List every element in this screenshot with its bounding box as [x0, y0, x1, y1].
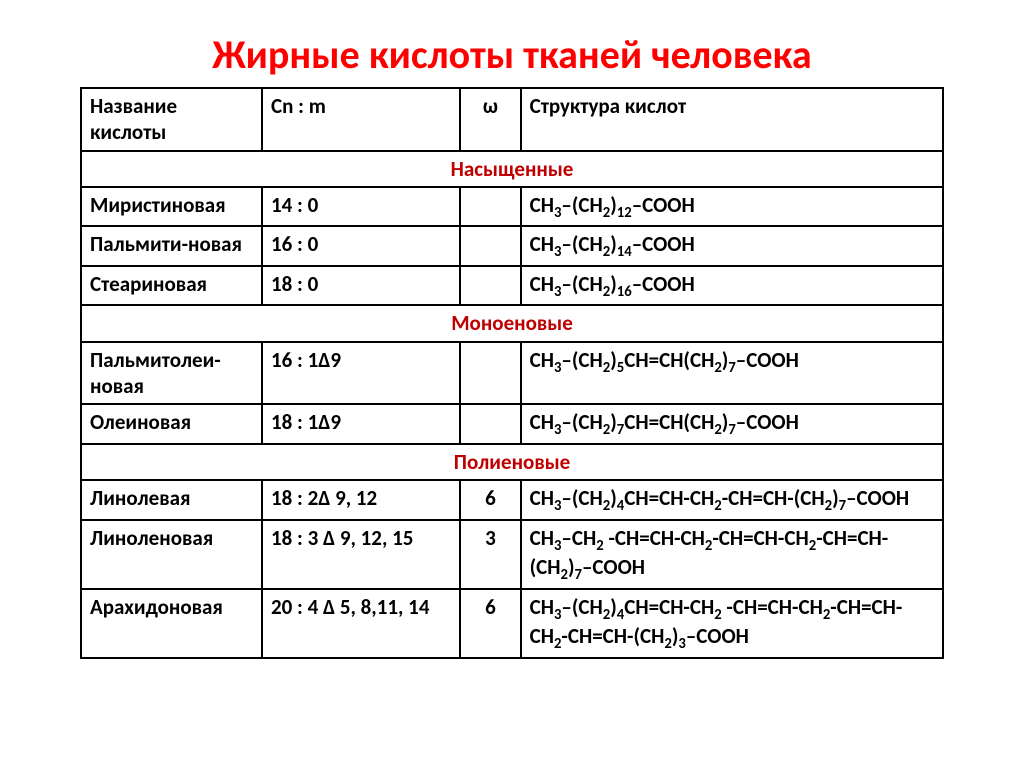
cell-cnm: 16 : 0 — [262, 226, 460, 266]
cell-omega: 3 — [460, 520, 520, 589]
table-header-row: Название кислотыCn : mωСтруктура кислот — [81, 88, 943, 151]
table-body: Название кислотыCn : mωСтруктура кислотН… — [81, 88, 943, 658]
cell-structure: CH3–(CH2)12–COOH — [521, 187, 943, 227]
page: Жирные кислоты тканей человека Название … — [0, 0, 1024, 768]
table-row: Олеиновая18 : 1Δ9 CH3–(CH2)7CH=CH(CH2)7–C… — [81, 404, 943, 444]
cell-name: Линолевая — [81, 480, 262, 520]
cell-omega — [460, 342, 520, 405]
cell-cnm: 18 : 3 Δ 9, 12, 15 — [262, 520, 460, 589]
cell-cnm: 18 : 0 — [262, 266, 460, 306]
cell-cnm: 18 : 1Δ9 — [262, 404, 460, 444]
cell-name: Миристиновая — [81, 187, 262, 227]
cell-omega — [460, 404, 520, 444]
header-cnm: Cn : m — [262, 88, 460, 151]
section-row: Насыщенные — [81, 151, 943, 187]
cell-name: Стеариновая — [81, 266, 262, 306]
table-row: Пальмитолеи-новая16 : 1Δ9 CH3–(CH2)5CH=CH… — [81, 342, 943, 405]
header-omega: ω — [460, 88, 520, 151]
table-row: Линолевая18 : 2Δ 9, 126CH3–(CH2)4CH=CH-C… — [81, 480, 943, 520]
cell-structure: CH3–(CH2)16–COOH — [521, 266, 943, 306]
cell-omega — [460, 187, 520, 227]
cell-cnm: 20 : 4 Δ 5, 8,11, 14 — [262, 589, 460, 658]
cell-structure: CH3–(CH2)5CH=CH(CH2)7–COOH — [521, 342, 943, 405]
cell-structure: CH3–(CH2)4CH=CH-CH2-CH=CH-(CH2)7–COOH — [521, 480, 943, 520]
cell-omega — [460, 226, 520, 266]
cell-name: Олеиновая — [81, 404, 262, 444]
cell-structure: CH3–(CH2)4CH=CH-CH2 -CH=CH-CH2-CH=CH-CH2… — [521, 589, 943, 658]
section-label: Полиеновые — [81, 444, 943, 480]
cell-name: Линоленовая — [81, 520, 262, 589]
cell-structure: CH3–(CH2)14–COOH — [521, 226, 943, 266]
section-label: Моноеновые — [81, 305, 943, 341]
section-label: Насыщенные — [81, 151, 943, 187]
cell-omega — [460, 266, 520, 306]
cell-cnm: 16 : 1Δ9 — [262, 342, 460, 405]
cell-cnm: 18 : 2Δ 9, 12 — [262, 480, 460, 520]
page-title: Жирные кислоты тканей человека — [80, 30, 944, 79]
header-structure: Структура кислот — [521, 88, 943, 151]
section-row: Моноеновые — [81, 305, 943, 341]
table-row: Арахидоновая20 : 4 Δ 5, 8,11, 146CH3–(CH… — [81, 589, 943, 658]
cell-name: Пальмитолеи-новая — [81, 342, 262, 405]
section-row: Полиеновые — [81, 444, 943, 480]
cell-structure: CH3–(CH2)7CH=CH(CH2)7–COOH — [521, 404, 943, 444]
header-name: Название кислоты — [81, 88, 262, 151]
cell-name: Пальмити-новая — [81, 226, 262, 266]
cell-structure: CH3–CH2 -CH=CH-CH2-CH=CH-CH2-CH=CH-(CH2)… — [521, 520, 943, 589]
cell-name: Арахидоновая — [81, 589, 262, 658]
cell-omega: 6 — [460, 480, 520, 520]
cell-cnm: 14 : 0 — [262, 187, 460, 227]
cell-omega: 6 — [460, 589, 520, 658]
fatty-acids-table: Название кислотыCn : mωСтруктура кислотН… — [80, 87, 944, 659]
table-row: Линоленовая18 : 3 Δ 9, 12, 153CH3–CH2 -C… — [81, 520, 943, 589]
table-row: Миристиновая14 : 0 CH3–(CH2)12–COOH — [81, 187, 943, 227]
table-row: Пальмити-новая16 : 0 CH3–(CH2)14–COOH — [81, 226, 943, 266]
table-row: Стеариновая18 : 0 CH3–(CH2)16–COOH — [81, 266, 943, 306]
